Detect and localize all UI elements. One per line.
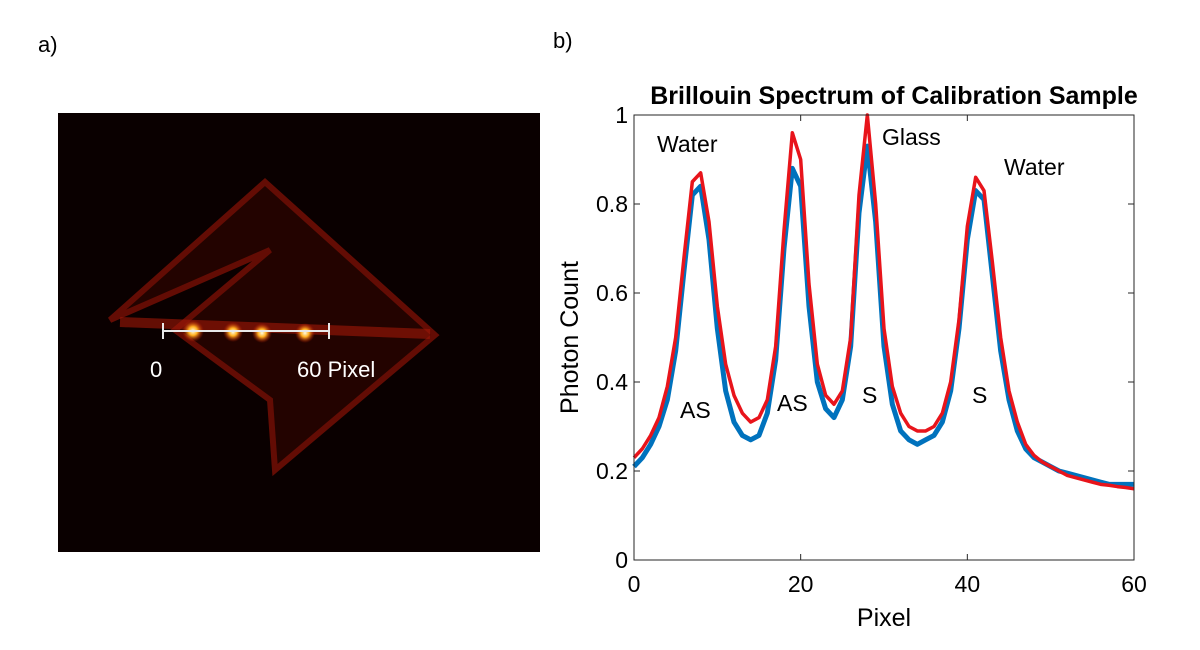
panel-label: a) [38,32,58,57]
annotation: S [862,382,877,408]
spot [252,323,272,343]
y-tick-label: 0.8 [596,191,628,217]
annotation: S [972,382,987,408]
panel-label: b) [553,28,573,53]
plot-frame [633,114,1135,561]
x-tick-label: 20 [788,571,814,597]
x-axis-label: Pixel [857,604,911,632]
annotation: Water [1004,154,1065,180]
annotation: Water [657,131,718,157]
y-tick-label: 0.6 [596,280,628,306]
y-tick-label: 0.4 [596,369,628,395]
y-tick-label: 1 [615,102,628,128]
x-tick-label: 60 [1121,571,1147,597]
camera-image: 0 60 Pixel [58,113,540,552]
chart-title: Brillouin Spectrum of Calibration Sample [650,82,1138,110]
scale-label: 60 Pixel [297,357,375,382]
y-axis-label: Photon Count [556,261,584,414]
y-tick-label: 0 [615,547,628,573]
x-tick-label: 40 [955,571,981,597]
x-tick-label: 0 [628,571,641,597]
bright-band [119,317,431,339]
annotation: AS [680,397,711,423]
annotation: AS [777,390,808,416]
y-tick-label: 0.2 [596,458,628,484]
scale-bar [162,323,330,339]
scale-label: 0 [150,357,162,382]
data-line [632,113,1135,491]
annotation: Glass [882,124,941,150]
line-chart: Brillouin Spectrum of Calibration Sample… [556,82,1147,632]
spot [295,323,315,343]
